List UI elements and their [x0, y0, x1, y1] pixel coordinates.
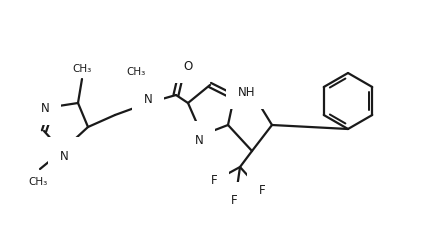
Text: F: F	[231, 194, 237, 207]
Text: F: F	[258, 184, 265, 197]
Text: N: N	[40, 101, 49, 114]
Text: N: N	[144, 92, 152, 105]
Text: CH₃: CH₃	[72, 64, 92, 74]
Text: F: F	[210, 173, 217, 186]
Text: NH: NH	[238, 85, 256, 98]
Text: O: O	[184, 59, 193, 72]
Text: N: N	[60, 149, 68, 162]
Text: CH₃: CH₃	[28, 176, 48, 186]
Text: N: N	[195, 133, 203, 146]
Text: CH₃: CH₃	[126, 67, 146, 77]
